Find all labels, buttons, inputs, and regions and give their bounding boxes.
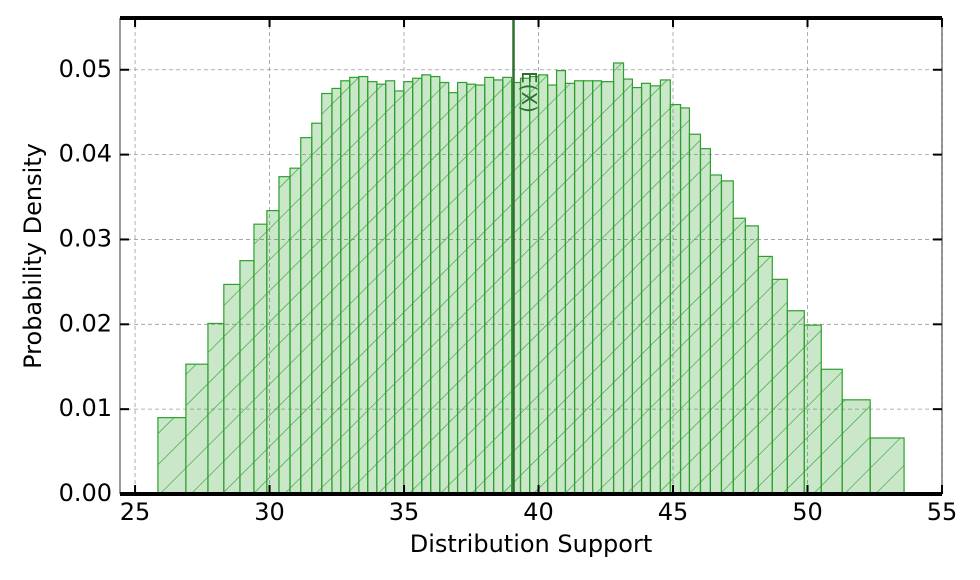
bar-hatch: [601, 81, 614, 495]
y-tick-label: 0.02: [59, 309, 112, 337]
bar-hatch: [632, 87, 642, 495]
bar-hatch: [185, 364, 208, 494]
bar-hatch: [394, 90, 404, 494]
bar-hatch: [493, 79, 503, 494]
bar-hatch: [529, 76, 539, 494]
bar-hatch: [349, 77, 359, 495]
bar-hatch: [223, 284, 240, 494]
x-tick-label: 55: [927, 498, 958, 526]
overlay: 25 30 35 40 45 50 55 0.00 0.01 0.02 0.03 0.04 0.05 E(…: [59, 16, 958, 526]
bar-hatch: [758, 256, 773, 494]
y-tick-label: 0.00: [59, 479, 112, 507]
bar-hatch: [430, 76, 440, 494]
bar-hatch: [289, 168, 301, 494]
bar-hatch: [278, 176, 290, 494]
bar-hatch: [520, 78, 530, 494]
bar-hatch: [623, 79, 633, 494]
x-axis-label: Distribution Support: [410, 530, 653, 558]
bar-hatch: [641, 83, 651, 494]
bar-hatch: [613, 62, 624, 494]
bar-hatch: [475, 85, 485, 494]
bar-hatch: [538, 74, 548, 495]
bar-hatch: [239, 260, 254, 494]
bar-hatch: [511, 82, 521, 494]
bar-hatch: [700, 148, 711, 494]
bar-hatch: [721, 180, 734, 494]
bar-hatch: [650, 85, 661, 494]
bar-hatch: [157, 417, 186, 494]
bar-hatch: [412, 78, 422, 494]
bars: [157, 62, 905, 495]
bar-hatch: [457, 82, 467, 494]
y-tick-label: 0.05: [59, 55, 112, 83]
bar-hatch: [340, 80, 350, 495]
bar-hatch: [466, 84, 476, 494]
bar-hatch: [502, 77, 512, 495]
bar-hatch: [547, 85, 557, 494]
y-tick-label: 0.03: [59, 224, 112, 252]
x-tick-label: 35: [389, 498, 420, 526]
bar-hatch: [421, 74, 431, 495]
x-tick-label: 40: [523, 498, 554, 526]
bar-hatch: [253, 224, 267, 494]
bar-hatch: [804, 325, 822, 494]
bar-hatch: [448, 92, 458, 495]
x-tick-label: 50: [792, 498, 823, 526]
bar-hatch: [311, 123, 322, 494]
y-tick-label: 0.01: [59, 394, 112, 422]
bar-hatch: [331, 88, 341, 494]
bar-hatch: [367, 81, 377, 495]
y-axis-label: Probability Density: [19, 143, 47, 369]
bar-hatch: [266, 210, 279, 494]
bar-hatch: [583, 80, 593, 495]
x-tick-label: 25: [120, 498, 151, 526]
bar-hatch: [689, 134, 701, 494]
bar-hatch: [556, 70, 566, 494]
bar-hatch: [670, 104, 681, 494]
bar-hatch: [821, 369, 843, 494]
bar-hatch: [300, 137, 312, 495]
y-tick-label: 0.04: [59, 140, 112, 168]
bar-hatch: [376, 84, 386, 494]
bar-hatch: [680, 107, 690, 494]
bar-hatch: [574, 80, 584, 495]
bar-hatch: [710, 174, 722, 494]
bar-hatch: [439, 82, 449, 494]
bar-hatch: [592, 80, 602, 495]
x-tick-label: 45: [658, 498, 689, 526]
bar-hatch: [772, 279, 788, 494]
bar-hatch: [745, 225, 759, 494]
mean-label: E(X): [517, 71, 541, 113]
bar-hatch: [321, 93, 332, 495]
bar-hatch: [358, 76, 368, 494]
bar-hatch: [403, 81, 413, 495]
bar-hatch: [870, 438, 905, 494]
bar-hatch: [842, 399, 871, 494]
bar-hatch: [660, 79, 671, 494]
bar-hatch: [385, 80, 395, 495]
bar-hatch: [207, 323, 224, 494]
bar-hatch: [565, 83, 575, 494]
bar-hatch: [733, 218, 746, 494]
bar-hatch: [484, 77, 494, 495]
x-tick-label: 30: [254, 498, 285, 526]
bar-hatch: [787, 310, 805, 494]
